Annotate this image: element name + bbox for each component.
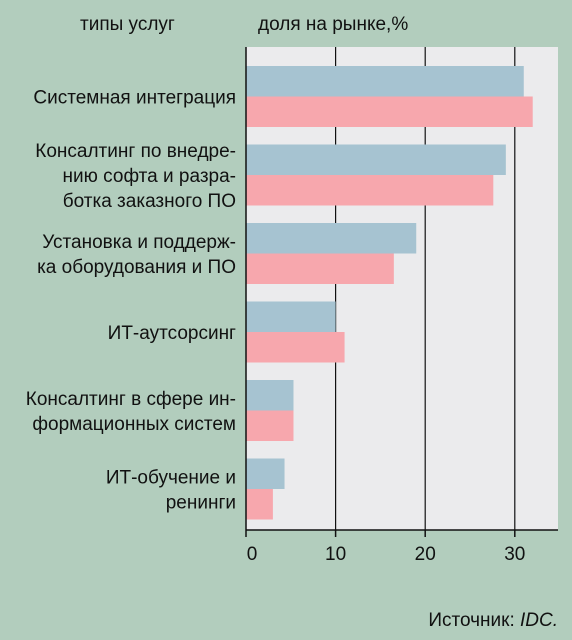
x-tick-label: 20 — [415, 544, 436, 565]
bar — [246, 96, 533, 127]
source-label: Источник: — [428, 610, 515, 631]
category-label: нию софта и разра- — [63, 166, 236, 187]
bar — [246, 66, 524, 97]
category-label: Консалтинг в сфере ин- — [26, 389, 236, 410]
category-label: Установка и поддерж- — [42, 232, 236, 253]
category-label: ботка заказного ПО — [63, 191, 236, 212]
value-header: доля на рынке,% — [258, 14, 409, 35]
x-tick-label: 30 — [504, 544, 525, 565]
category-label: ИТ-обучение и — [106, 468, 236, 489]
x-tick-label: 0 — [247, 544, 258, 565]
source-note: Источник: IDC. — [428, 610, 558, 632]
bar — [246, 380, 294, 411]
x-tick-label: 10 — [325, 544, 346, 565]
bar — [246, 489, 273, 520]
category-label: Системная интеграция — [33, 88, 236, 109]
category-header: типы услуг — [80, 14, 175, 35]
bar — [246, 144, 506, 175]
category-label: формационных систем — [32, 414, 236, 435]
bar — [246, 223, 417, 254]
source-name: IDC. — [520, 610, 558, 631]
plot-area — [246, 47, 558, 530]
category-label: ИТ-аутсорсинг — [108, 323, 236, 344]
category-label: ка оборудования и ПО — [37, 257, 236, 278]
bar — [246, 253, 394, 284]
bar — [246, 410, 294, 441]
category-label: Консалтинг по внедре- — [35, 141, 236, 162]
bar — [246, 301, 336, 332]
bar — [246, 332, 345, 363]
bar — [246, 458, 285, 489]
category-label: ренинги — [166, 493, 236, 514]
bar — [246, 175, 494, 206]
